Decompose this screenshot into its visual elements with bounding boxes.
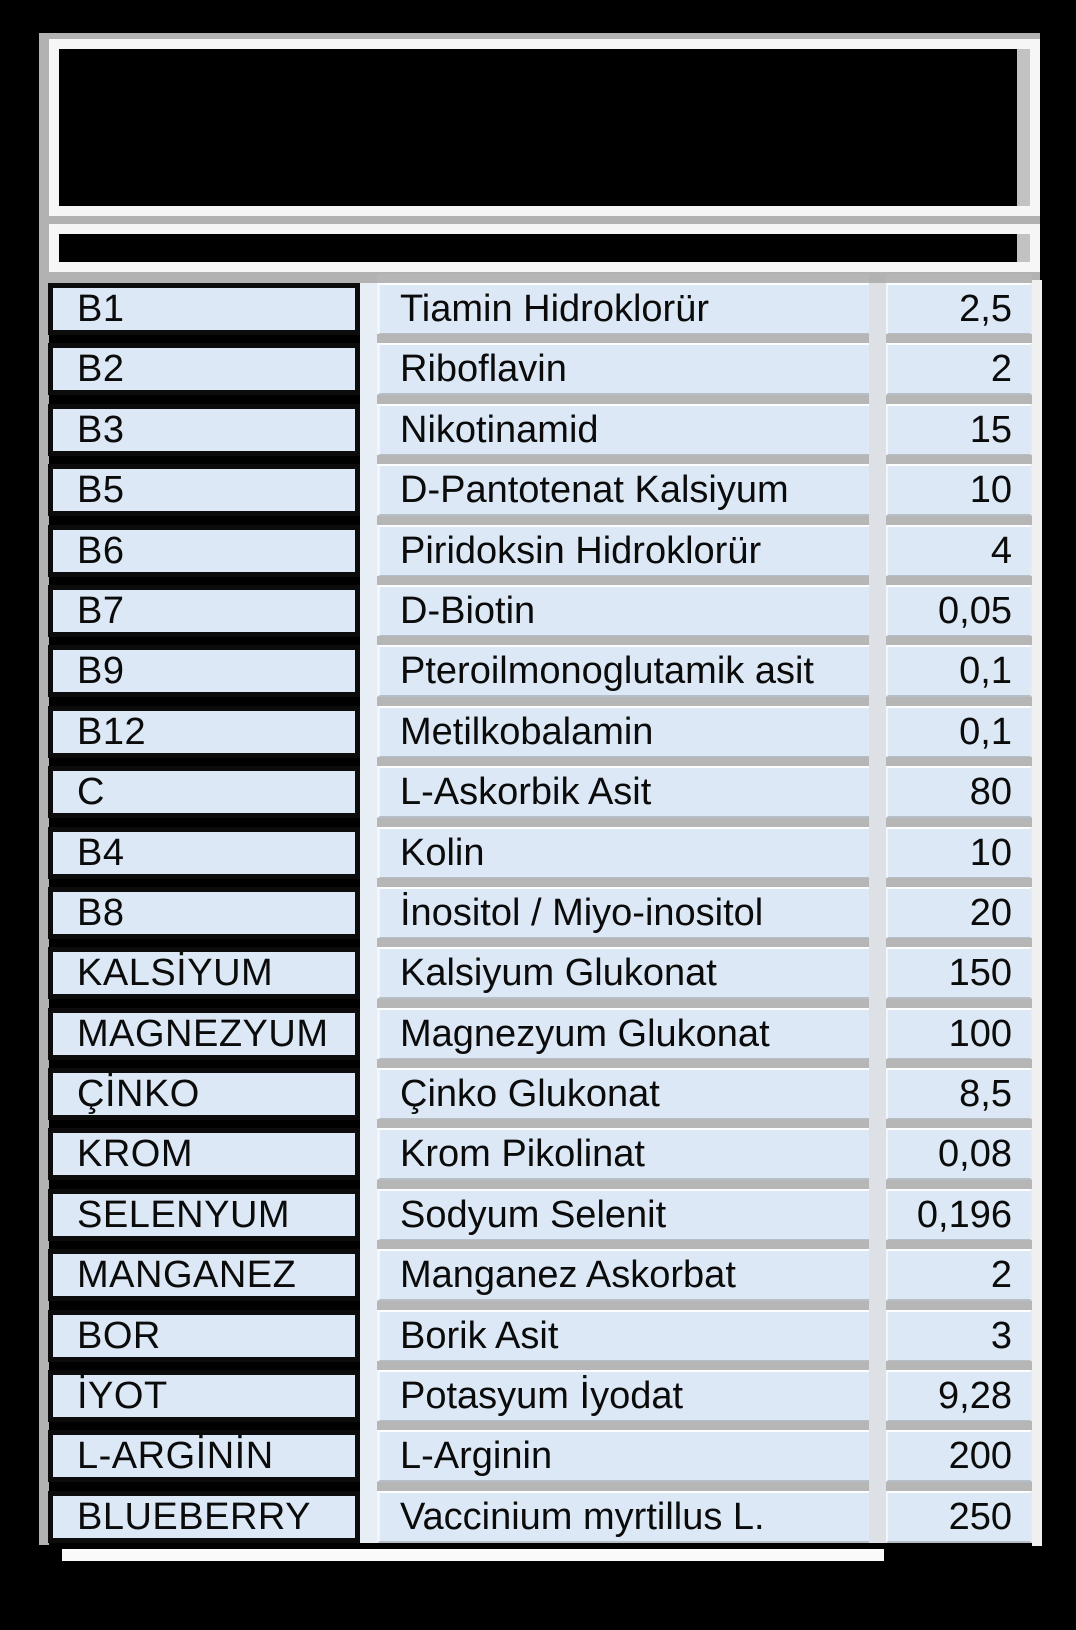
ingredient-cell: D-Biotin bbox=[377, 584, 869, 637]
table-grid: B1 Tiamin Hidroklorür 2,5 B2 Riboflavin … bbox=[48, 283, 1032, 1543]
code-cell: B7 bbox=[48, 584, 360, 637]
table-right-edge bbox=[1032, 280, 1042, 1546]
ingredient-cell: Potasyum İyodat bbox=[377, 1370, 869, 1423]
code-cell: MAGNEZYUM bbox=[48, 1007, 360, 1060]
bottom-highlight-strip bbox=[62, 1549, 884, 1561]
ingredient-cell: Tiamin Hidroklorür bbox=[377, 283, 869, 335]
code-cell: B4 bbox=[48, 826, 360, 879]
ingredient-cell: Magnezyum Glukonat bbox=[377, 1007, 869, 1060]
ingredient-cell: Kalsiyum Glukonat bbox=[377, 947, 869, 1000]
code-cell: L-ARGİNİN bbox=[48, 1430, 360, 1483]
amount-cell: 8,5 bbox=[886, 1068, 1032, 1121]
code-cell: B6 bbox=[48, 524, 360, 577]
amount-cell: 10 bbox=[886, 826, 1032, 879]
code-cell: BLUEBERRY bbox=[48, 1490, 360, 1543]
redacted-header-panel bbox=[49, 39, 1040, 216]
code-cell: C bbox=[48, 766, 360, 819]
ingredient-cell: Kolin bbox=[377, 826, 869, 879]
ingredient-cell: Krom Pikolinat bbox=[377, 1128, 869, 1181]
code-cell: MANGANEZ bbox=[48, 1249, 360, 1302]
ingredients-table: B1 Tiamin Hidroklorür 2,5 B2 Riboflavin … bbox=[48, 280, 1042, 1546]
ingredient-cell: L-Arginin bbox=[377, 1430, 869, 1483]
code-cell: KROM bbox=[48, 1128, 360, 1181]
amount-cell: 0,1 bbox=[886, 645, 1032, 698]
column-divider-2 bbox=[869, 283, 886, 1543]
amount-cell: 9,28 bbox=[886, 1370, 1032, 1423]
ingredient-cell: Pteroilmonoglutamik asit bbox=[377, 645, 869, 698]
ingredient-cell: Sodyum Selenit bbox=[377, 1188, 869, 1241]
code-cell: B2 bbox=[48, 343, 360, 396]
ingredient-cell: D-Pantotenat Kalsiyum bbox=[377, 464, 869, 517]
amount-cell: 100 bbox=[886, 1007, 1032, 1060]
amount-cell: 0,1 bbox=[886, 705, 1032, 758]
amount-cell: 0,196 bbox=[886, 1188, 1032, 1241]
amount-cell: 10 bbox=[886, 464, 1032, 517]
amount-cell: 200 bbox=[886, 1430, 1032, 1483]
amount-cell: 3 bbox=[886, 1309, 1032, 1362]
code-cell: İYOT bbox=[48, 1370, 360, 1423]
amount-cell: 150 bbox=[886, 947, 1032, 1000]
amount-cell: 2 bbox=[886, 1249, 1032, 1302]
code-cell: B5 bbox=[48, 464, 360, 517]
amount-cell: 2,5 bbox=[886, 283, 1032, 335]
left-shadow-strip bbox=[39, 33, 49, 1545]
code-cell: KALSİYUM bbox=[48, 947, 360, 1000]
column-divider-1 bbox=[360, 283, 377, 1543]
redacted-column-header-bar bbox=[49, 224, 1040, 272]
ingredient-cell: İnositol / Miyo-inositol bbox=[377, 886, 869, 939]
amount-cell: 4 bbox=[886, 524, 1032, 577]
code-cell: SELENYUM bbox=[48, 1188, 360, 1241]
code-cell: B12 bbox=[48, 705, 360, 758]
ingredient-cell: Metilkobalamin bbox=[377, 705, 869, 758]
ingredient-cell: Çinko Glukonat bbox=[377, 1068, 869, 1121]
amount-cell: 2 bbox=[886, 343, 1032, 396]
amount-cell: 250 bbox=[886, 1490, 1032, 1543]
amount-cell: 0,08 bbox=[886, 1128, 1032, 1181]
amount-cell: 0,05 bbox=[886, 584, 1032, 637]
code-cell: B1 bbox=[48, 283, 360, 335]
ingredient-cell: Vaccinium myrtillus L. bbox=[377, 1490, 869, 1543]
ingredient-cell: Piridoksin Hidroklorür bbox=[377, 524, 869, 577]
amount-cell: 20 bbox=[886, 886, 1032, 939]
ingredient-cell: L-Askorbik Asit bbox=[377, 766, 869, 819]
code-cell: ÇİNKO bbox=[48, 1068, 360, 1121]
amount-cell: 80 bbox=[886, 766, 1032, 819]
ingredient-cell: Borik Asit bbox=[377, 1309, 869, 1362]
code-cell: B9 bbox=[48, 645, 360, 698]
ingredient-cell: Nikotinamid bbox=[377, 403, 869, 456]
code-cell: B8 bbox=[48, 886, 360, 939]
amount-cell: 15 bbox=[886, 403, 1032, 456]
code-cell: BOR bbox=[48, 1309, 360, 1362]
code-cell: B3 bbox=[48, 403, 360, 456]
ingredient-cell: Riboflavin bbox=[377, 343, 869, 396]
ingredient-cell: Manganez Askorbat bbox=[377, 1249, 869, 1302]
